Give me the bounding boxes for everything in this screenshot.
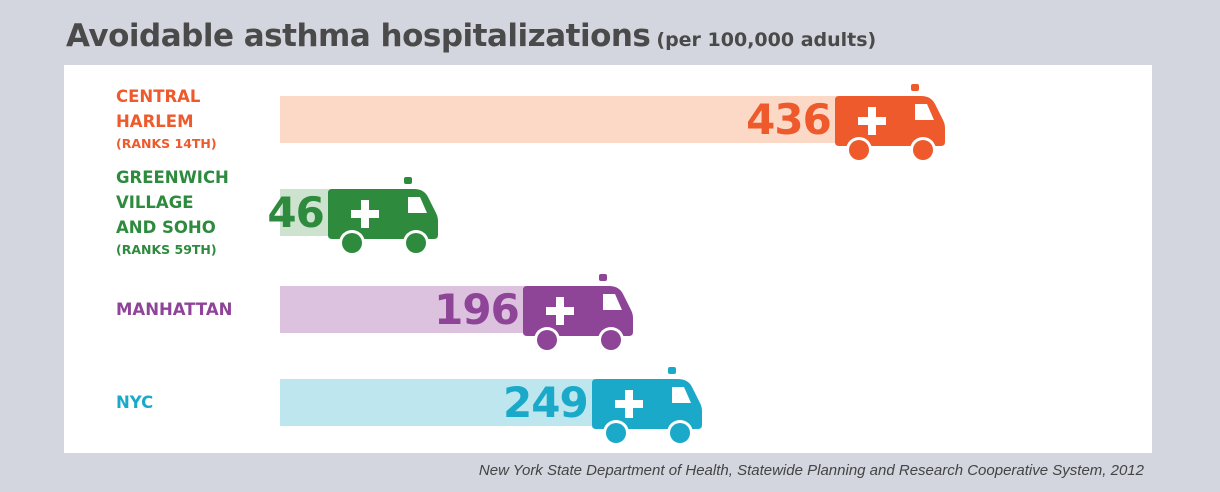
- bar: [280, 378, 604, 426]
- bar: [280, 285, 535, 333]
- value-label: 196: [434, 284, 520, 334]
- bar: [280, 95, 847, 143]
- value-label: 249: [503, 377, 589, 427]
- ambulance-icon: [591, 366, 702, 446]
- chart-subtitle: (per 100,000 adults): [656, 29, 877, 51]
- category-label: NYC: [116, 390, 153, 415]
- value-label: 436: [746, 94, 832, 144]
- category-label: CENTRAL HARLEM (RANKS 14TH): [116, 84, 217, 154]
- value-label: 46: [267, 187, 324, 237]
- category-label-line: AND SOHO: [116, 217, 216, 237]
- category-label-line: CENTRAL: [116, 87, 201, 106]
- category-rank: (RANKS 59TH): [116, 241, 217, 257]
- chart-title: Avoidable asthma hospitalizations (per 10…: [66, 18, 876, 54]
- title-main: Avoidable asthma hospitalizations: [66, 18, 651, 54]
- category-rank: (RANKS 14TH): [116, 136, 217, 151]
- ambulance-icon: [522, 273, 633, 353]
- category-label: GREENWICH VILLAGE AND SOHO (RANKS 59TH): [116, 165, 229, 260]
- category-label: MANHATTAN: [116, 297, 232, 322]
- category-label-line: HARLEM: [116, 112, 194, 131]
- category-label-line: GREENWICH: [116, 167, 229, 187]
- ambulance-icon: [834, 83, 945, 163]
- source-note: New York State Department of Health, Sta…: [478, 462, 1144, 479]
- ambulance-icon: [327, 176, 438, 256]
- category-label-line: VILLAGE: [116, 192, 194, 212]
- category-label-line: NYC: [116, 392, 154, 412]
- category-label-line: MANHATTAN: [116, 299, 233, 319]
